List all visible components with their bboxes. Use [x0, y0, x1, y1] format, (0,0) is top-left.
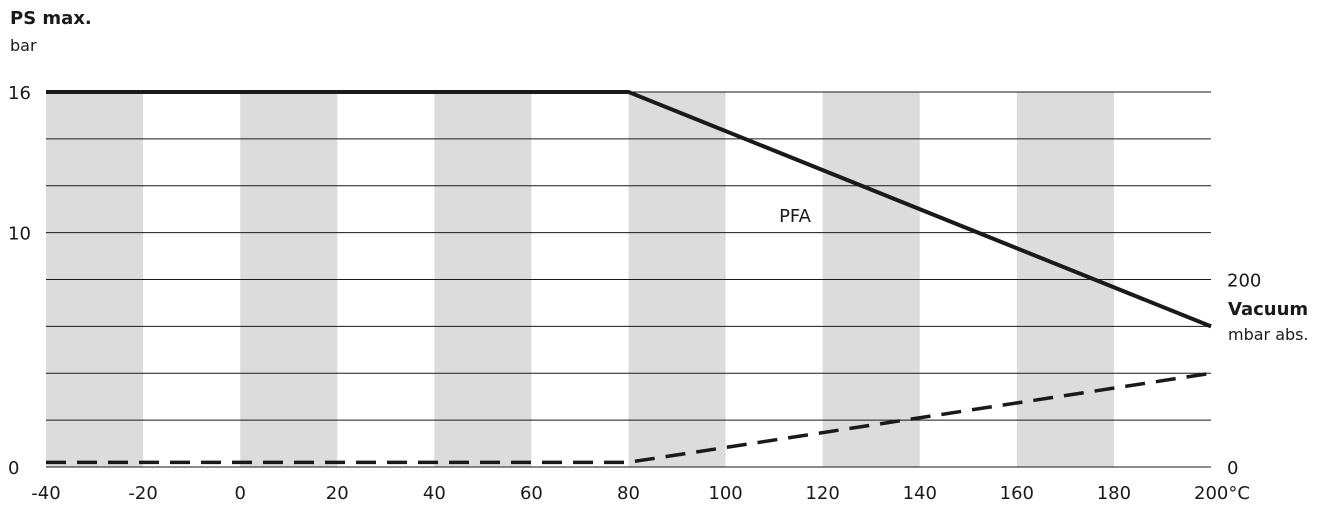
x-tick-label: 20	[326, 483, 349, 504]
y2-tick-label: 200	[1227, 271, 1261, 292]
y2-tick-label: 0	[1227, 458, 1238, 479]
y-axis-unit: bar	[10, 36, 37, 55]
x-tick-label: -20	[128, 483, 157, 504]
y2-axis-title: Vacuum	[1228, 299, 1309, 320]
x-tick-label: 60	[520, 483, 543, 504]
x-tick-label: 120	[805, 483, 839, 504]
y-axis-title: PS max.	[10, 8, 92, 29]
x-tick-label: 200°C	[1194, 483, 1250, 504]
x-tick-label: 80	[617, 483, 640, 504]
x-tick-label: 160	[1000, 483, 1034, 504]
y2-axis-unit: mbar abs.	[1228, 325, 1309, 344]
x-tick-label: 0	[234, 483, 245, 504]
x-tick-label: 40	[423, 483, 446, 504]
y-tick-label: 16	[8, 83, 31, 104]
x-tick-label: -40	[31, 483, 60, 504]
series-line-pfa	[46, 90, 1212, 329]
y-tick-label: 0	[8, 458, 19, 479]
y-tick-label: 10	[8, 224, 31, 245]
series-line-dashed	[46, 371, 1212, 465]
x-tick-label: 180	[1097, 483, 1131, 504]
x-tick-label: 100	[708, 483, 742, 504]
x-tick-label: 140	[903, 483, 937, 504]
series-label: PFA	[779, 206, 812, 227]
